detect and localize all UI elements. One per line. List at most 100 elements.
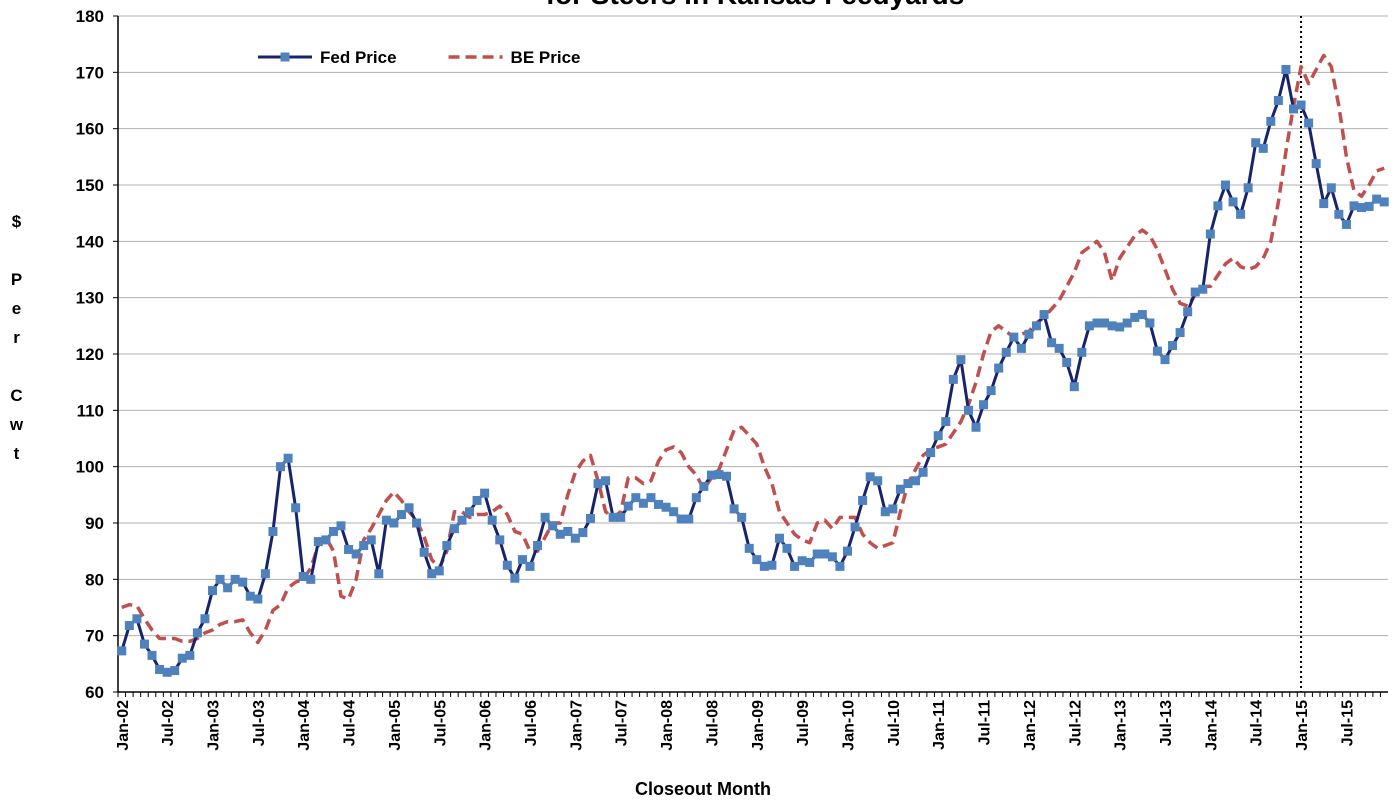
data-point bbox=[525, 561, 535, 571]
data-point bbox=[238, 577, 248, 587]
x-tick-label: Jan-07 bbox=[568, 700, 585, 751]
data-point bbox=[117, 646, 127, 656]
data-point bbox=[1183, 307, 1193, 317]
data-point bbox=[691, 493, 701, 503]
data-point bbox=[1047, 338, 1057, 348]
data-point bbox=[155, 664, 165, 674]
data-point bbox=[1296, 100, 1306, 110]
data-point bbox=[139, 639, 149, 649]
x-tick-label: Jan-13 bbox=[1113, 700, 1130, 751]
data-point bbox=[654, 499, 664, 509]
data-point bbox=[223, 583, 233, 593]
data-point bbox=[616, 512, 626, 522]
data-point bbox=[676, 514, 686, 524]
data-point bbox=[1326, 183, 1336, 193]
data-point bbox=[1031, 321, 1041, 331]
data-point bbox=[593, 479, 603, 489]
data-point bbox=[971, 422, 981, 432]
data-point bbox=[381, 515, 391, 525]
data-point bbox=[366, 535, 376, 545]
data-point bbox=[291, 503, 301, 513]
y-tick-label: 60 bbox=[85, 683, 104, 702]
data-point bbox=[465, 507, 475, 517]
x-tick-label: Jan-05 bbox=[387, 700, 404, 751]
legend-label: Fed Price bbox=[320, 48, 397, 67]
data-point bbox=[933, 431, 943, 441]
data-point bbox=[1319, 199, 1329, 209]
data-point bbox=[963, 405, 973, 415]
data-point bbox=[1168, 341, 1178, 351]
data-point bbox=[283, 453, 293, 463]
data-point bbox=[510, 573, 520, 583]
data-point bbox=[1145, 318, 1155, 328]
y-tick-label: 80 bbox=[85, 570, 104, 589]
data-point bbox=[744, 543, 754, 553]
data-point bbox=[880, 507, 890, 517]
data-point bbox=[495, 535, 505, 545]
series-line bbox=[121, 53, 1385, 645]
data-point bbox=[1084, 321, 1094, 331]
x-tick-label: Jan-03 bbox=[205, 700, 222, 751]
data-point bbox=[767, 560, 777, 570]
data-point bbox=[850, 522, 860, 532]
data-point bbox=[132, 614, 142, 624]
data-point bbox=[215, 574, 225, 584]
data-point bbox=[729, 504, 739, 514]
data-point bbox=[722, 471, 732, 481]
data-point bbox=[268, 526, 278, 536]
x-tick-label: Jul-13 bbox=[1158, 700, 1175, 746]
y-tick-label: 90 bbox=[85, 514, 104, 533]
data-point bbox=[170, 666, 180, 676]
data-point bbox=[344, 544, 354, 554]
data-point bbox=[631, 493, 641, 503]
data-point bbox=[994, 363, 1004, 373]
data-point bbox=[533, 541, 543, 551]
data-point bbox=[1107, 321, 1117, 331]
data-point bbox=[555, 529, 565, 539]
data-point bbox=[389, 518, 399, 528]
data-point bbox=[1152, 346, 1162, 356]
data-point bbox=[1115, 322, 1125, 332]
data-point bbox=[865, 472, 875, 482]
data-point bbox=[669, 507, 679, 517]
data-point bbox=[797, 556, 807, 566]
x-tick-label: Jul-05 bbox=[432, 700, 449, 746]
data-point bbox=[1190, 287, 1200, 297]
data-point bbox=[351, 549, 361, 559]
data-point bbox=[374, 569, 384, 579]
x-tick-label: Jan-12 bbox=[1022, 700, 1039, 751]
data-point bbox=[1092, 318, 1102, 328]
data-point bbox=[956, 355, 966, 365]
data-point bbox=[359, 541, 369, 551]
data-point bbox=[661, 502, 671, 512]
data-point bbox=[404, 503, 414, 513]
chart-title: for Steers in Kansas Feedyards bbox=[546, 0, 965, 10]
data-point bbox=[895, 484, 905, 494]
data-point bbox=[737, 512, 747, 522]
x-tick-label: Jul-11 bbox=[977, 700, 994, 745]
data-point bbox=[1024, 329, 1034, 339]
data-point bbox=[782, 543, 792, 553]
data-point bbox=[1198, 284, 1208, 294]
data-point bbox=[926, 448, 936, 458]
data-point bbox=[124, 621, 134, 631]
data-point bbox=[434, 566, 444, 576]
data-point bbox=[1001, 347, 1011, 357]
data-point bbox=[502, 560, 512, 570]
data-point bbox=[306, 574, 316, 584]
data-point bbox=[790, 561, 800, 571]
y-tick-label: 100 bbox=[76, 458, 104, 477]
y-tick-label: 180 bbox=[76, 7, 104, 26]
x-tick-label: Jan-09 bbox=[750, 700, 767, 751]
data-point bbox=[480, 488, 490, 498]
data-point bbox=[200, 614, 210, 624]
data-point bbox=[774, 533, 784, 543]
x-tick-label: Jul-15 bbox=[1339, 700, 1356, 746]
data-point bbox=[1100, 318, 1110, 328]
data-point bbox=[442, 541, 452, 551]
x-tick-label: Jan-02 bbox=[115, 700, 132, 751]
data-point bbox=[1016, 343, 1026, 353]
data-point bbox=[1213, 201, 1223, 211]
data-point bbox=[419, 547, 429, 557]
data-point bbox=[986, 386, 996, 396]
